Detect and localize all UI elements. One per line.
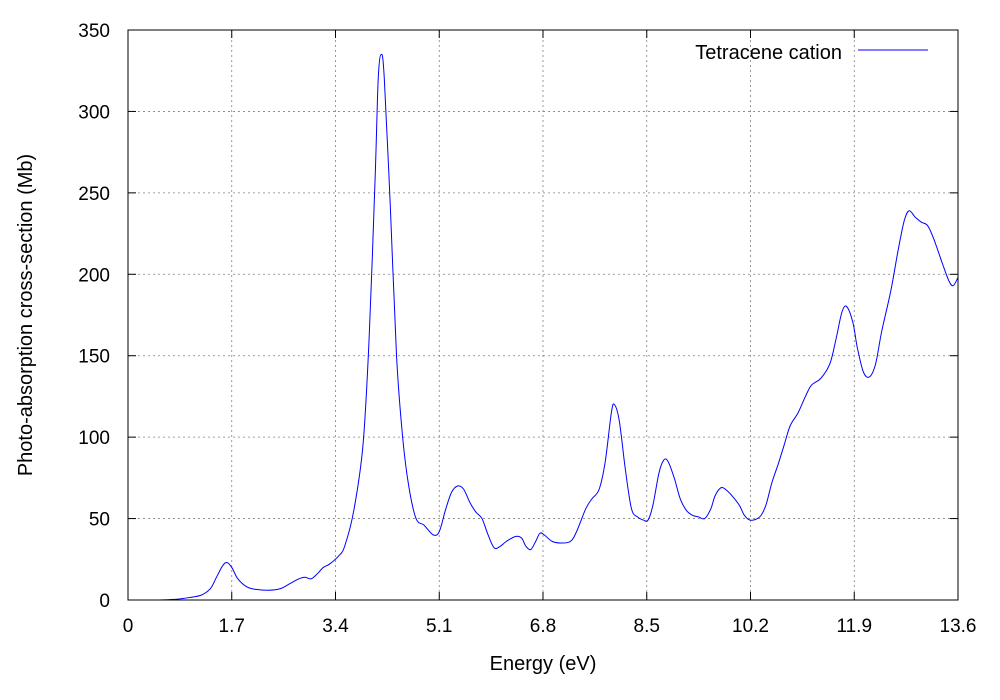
legend: Tetracene cation (695, 42, 928, 64)
y-tick-label: 50 (89, 510, 110, 531)
y-tick-label: 200 (78, 265, 110, 286)
x-tick-label: 5.1 (426, 616, 452, 637)
y-axis-label: Photo-absorption cross-section (Mb) (15, 154, 37, 476)
series-line (158, 53, 959, 601)
y-tick-label: 300 (78, 102, 110, 123)
x-tick-label: 10.2 (732, 616, 769, 637)
y-tick-label: 100 (78, 428, 110, 449)
tick-labels: 0 1.7 3.4 5.1 6.8 8.5 10.2 11.9 13.6 0 50 100 150 200… (78, 21, 976, 637)
series-layer (158, 53, 959, 601)
x-tick-label: 0 (123, 616, 134, 637)
y-tick-label: 0 (99, 591, 110, 612)
y-tick-label: 150 (78, 347, 110, 368)
x-tick-label: 13.6 (940, 616, 977, 637)
grid (128, 30, 958, 600)
x-tick-label: 3.4 (322, 616, 349, 637)
y-tick-label: 250 (78, 184, 110, 205)
x-tick-label: 1.7 (219, 616, 245, 637)
x-tick-label: 8.5 (634, 616, 660, 637)
legend-label: Tetracene cation (695, 42, 842, 64)
x-tick-label: 6.8 (530, 616, 556, 637)
axis-ticks (127, 29, 959, 601)
y-tick-label: 350 (78, 21, 110, 42)
x-tick-label: 11.9 (836, 616, 872, 637)
x-axis-label: Energy (eV) (490, 653, 597, 675)
